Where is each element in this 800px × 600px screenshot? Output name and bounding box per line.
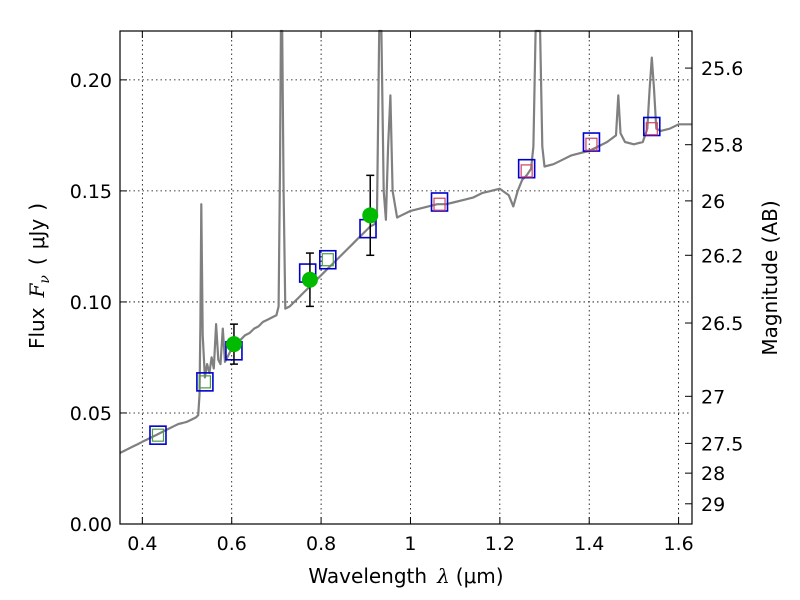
observed-marker-2: [362, 207, 379, 224]
y-tick-label-1: 0.05: [70, 403, 112, 425]
y2-tick-label-6: 27.5: [701, 433, 743, 455]
inner-square-2: [321, 253, 334, 267]
observed-point-2: [362, 174, 379, 257]
inner-square-4: [520, 164, 533, 178]
x-tick-label-0: 0.4: [127, 533, 157, 555]
inner-square-3: [433, 197, 446, 211]
inner-square-6: [645, 122, 658, 136]
x-tick-label-2: 0.8: [306, 533, 336, 555]
model-square-7: [517, 158, 536, 179]
y-tick-label-3: 0.15: [70, 181, 112, 203]
spectrum-line: [119, 29, 692, 454]
observed-marker-0: [225, 336, 242, 353]
grid-lines: [120, 31, 692, 525]
plot-frame: [119, 30, 693, 525]
y2-tick-label-5: 27: [701, 386, 725, 408]
model-square-6: [430, 192, 449, 212]
y2-tick-label-8: 29: [701, 494, 725, 516]
x-tick-label-5: 1.4: [574, 533, 604, 555]
y-tick-label-4: 0.20: [70, 70, 112, 92]
x-tick-label-1: 0.6: [217, 533, 247, 555]
model-square-4: [318, 249, 337, 270]
inner-square-1: [198, 375, 212, 389]
x-tick-label-6: 1.6: [663, 533, 693, 555]
photometry-layer: [149, 116, 661, 445]
y-tick-label-0: 0.00: [70, 514, 112, 536]
inner-square-0: [151, 428, 165, 442]
y-tick-label-2: 0.10: [70, 292, 112, 314]
x-tick-label-4: 1.2: [485, 533, 515, 555]
model-square-0: [149, 425, 167, 445]
y2-tick-label-4: 26.5: [701, 313, 743, 335]
observed-point-1: [301, 252, 318, 308]
y-axis-title: FluxFν(μJy): [25, 203, 53, 349]
model-square-8: [582, 132, 601, 152]
y2-tick-label-2: 26: [701, 191, 725, 213]
model-square-1: [196, 372, 214, 392]
model-square-9: [642, 116, 661, 137]
x-axis-title: Wavelength λ (μm): [308, 564, 503, 588]
y2-tick-label-0: 25.6: [701, 58, 743, 80]
ticks: 0.4 0.6 0.8 1 1.2 1.4 1.6 0.00 0.05 0.10 0.15 0.20 2…: [70, 31, 743, 555]
y2-tick-label-3: 26.2: [701, 245, 743, 267]
spectrum-layer: [119, 29, 692, 454]
inner-square-5: [585, 137, 598, 151]
observed-point-0: [225, 323, 242, 365]
y2-axis-title: Magnitude (AB): [758, 200, 782, 355]
y2-tick-label-1: 25.8: [701, 135, 743, 157]
y2-tick-label-7: 28: [701, 463, 725, 485]
x-tick-label-3: 1: [404, 533, 416, 555]
observed-marker-1: [301, 271, 318, 288]
